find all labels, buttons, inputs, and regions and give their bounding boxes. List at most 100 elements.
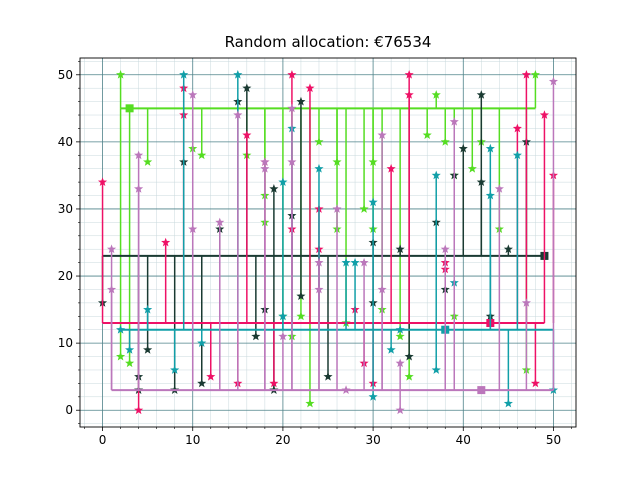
data-point-star bbox=[107, 284, 117, 294]
data-point-star bbox=[359, 257, 369, 267]
data-point-star bbox=[206, 371, 216, 381]
data-point-star bbox=[395, 331, 405, 341]
data-point-star bbox=[116, 351, 126, 361]
y-tick-label: 0 bbox=[65, 403, 73, 417]
data-point-star bbox=[512, 150, 522, 160]
y-tick-label: 50 bbox=[58, 68, 73, 82]
data-point-star bbox=[296, 311, 306, 321]
x-tick-label: 40 bbox=[456, 433, 471, 447]
data-point-star bbox=[404, 69, 414, 79]
y-tick-label: 10 bbox=[58, 336, 73, 350]
data-point-star bbox=[125, 358, 135, 368]
data-point-star bbox=[242, 130, 252, 140]
data-point-star bbox=[260, 157, 270, 166]
plot-frame bbox=[79, 57, 577, 428]
x-tick-label: 30 bbox=[365, 433, 380, 447]
data-point-star bbox=[467, 163, 477, 173]
data-point-star bbox=[233, 110, 243, 119]
data-point-star bbox=[485, 143, 495, 153]
data-point-star bbox=[404, 371, 414, 381]
data-point-star bbox=[503, 398, 513, 408]
data-point-star bbox=[314, 163, 324, 173]
data-point-star bbox=[188, 90, 198, 99]
data-point-star bbox=[97, 177, 108, 186]
x-tick-label: 50 bbox=[546, 433, 561, 447]
data-point-star bbox=[350, 257, 360, 267]
data-point-star bbox=[368, 157, 378, 166]
data-point-star bbox=[197, 378, 207, 388]
data-point-star bbox=[494, 184, 504, 193]
data-point-star bbox=[341, 385, 351, 394]
data-point-star bbox=[305, 398, 315, 408]
data-point-star bbox=[512, 123, 522, 133]
data-point-star bbox=[395, 405, 405, 415]
data-point-star bbox=[314, 284, 324, 294]
data-point-star bbox=[476, 177, 486, 186]
y-tick-label: 20 bbox=[58, 269, 73, 283]
data-point-star bbox=[215, 217, 225, 227]
data-point-star bbox=[125, 345, 135, 354]
data-point-star bbox=[359, 204, 369, 213]
data-point-star bbox=[341, 257, 351, 267]
data-point-star bbox=[161, 237, 171, 247]
x-tick-label: 20 bbox=[275, 433, 290, 447]
series-4 bbox=[107, 76, 559, 415]
x-tick-label: 10 bbox=[185, 433, 200, 447]
data-point-star bbox=[521, 69, 531, 79]
data-point-star bbox=[386, 163, 396, 173]
data-point-star bbox=[386, 345, 396, 354]
data-point-star bbox=[260, 163, 270, 173]
data-point-star bbox=[287, 103, 297, 113]
data-point-star bbox=[332, 157, 342, 166]
data-point-star bbox=[242, 83, 252, 93]
data-point-star bbox=[269, 184, 279, 193]
data-point-star bbox=[143, 157, 153, 166]
data-point-star bbox=[233, 69, 243, 79]
data-point-star bbox=[332, 204, 342, 213]
data-point-star bbox=[107, 244, 117, 254]
data-point-star bbox=[269, 378, 279, 388]
data-point-star bbox=[134, 184, 144, 193]
chart-title: Random allocation: €76534 bbox=[224, 33, 432, 51]
data-point-star bbox=[197, 338, 207, 348]
data-point-star bbox=[314, 137, 324, 146]
series-layer bbox=[97, 69, 559, 415]
data-point-star bbox=[287, 157, 297, 166]
hub-marker bbox=[477, 386, 486, 395]
data-point-star bbox=[458, 143, 468, 153]
data-point-star bbox=[314, 257, 324, 267]
data-point-star bbox=[287, 69, 297, 79]
data-point-star bbox=[404, 90, 414, 99]
data-point-star bbox=[503, 244, 513, 254]
data-point-star bbox=[431, 365, 441, 374]
data-point-star bbox=[431, 90, 441, 99]
data-point-star bbox=[296, 96, 306, 106]
data-point-star bbox=[305, 83, 315, 93]
data-point-star bbox=[377, 284, 387, 294]
data-point-star bbox=[179, 69, 189, 79]
y-tick-label: 40 bbox=[58, 135, 73, 149]
data-point-star bbox=[143, 345, 153, 354]
data-point-star bbox=[395, 244, 405, 254]
data-point-star bbox=[188, 224, 198, 233]
data-point-star bbox=[530, 378, 540, 388]
data-point-star bbox=[395, 358, 405, 368]
data-point-star bbox=[368, 392, 378, 401]
data-point-star bbox=[134, 405, 144, 415]
data-point-star bbox=[539, 110, 549, 119]
data-point-star bbox=[170, 365, 180, 374]
data-point-star bbox=[440, 137, 450, 146]
data-point-star bbox=[278, 331, 288, 341]
x-tick-label: 0 bbox=[99, 433, 107, 447]
data-point-star bbox=[449, 116, 459, 126]
data-point-star bbox=[296, 291, 306, 301]
data-point-star bbox=[368, 197, 378, 207]
data-point-star bbox=[116, 69, 126, 79]
data-point-star bbox=[548, 76, 559, 86]
data-point-star bbox=[323, 371, 333, 381]
data-point-star bbox=[440, 244, 450, 254]
data-point-star bbox=[404, 351, 414, 361]
data-point-star bbox=[197, 150, 207, 160]
